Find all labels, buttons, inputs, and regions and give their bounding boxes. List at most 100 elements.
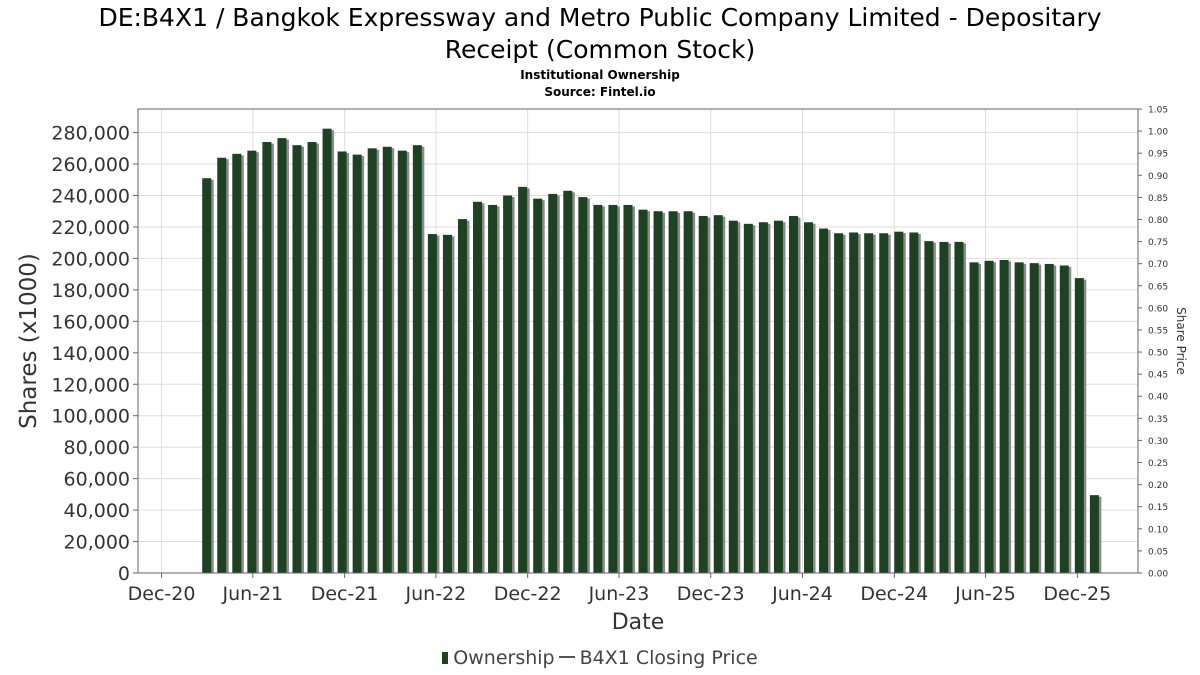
- bar: [1044, 263, 1054, 573]
- y2-tick-label: 0.95: [1148, 150, 1168, 160]
- y-tick-label: 100,000: [51, 406, 130, 428]
- y2-tick-label: 0.70: [1148, 260, 1168, 270]
- legend-price-label: B4X1 Closing Price: [579, 647, 758, 669]
- y-tick-label: 200,000: [51, 248, 130, 270]
- bar: [638, 209, 648, 573]
- x-tick-label: Dec-25: [1043, 583, 1111, 605]
- y-tick-label: 80,000: [64, 437, 130, 459]
- bar: [397, 150, 407, 574]
- chart-title: DE:B4X1 / Bangkok Expressway and Metro P…: [0, 2, 1200, 66]
- bar: [999, 259, 1009, 573]
- bar: [232, 153, 242, 573]
- y2-tick-label: 0.75: [1148, 238, 1168, 248]
- plot-frame: [137, 108, 1139, 574]
- bar: [623, 204, 633, 573]
- bar: [442, 234, 452, 573]
- bar: [1029, 263, 1039, 573]
- bar: [728, 220, 738, 574]
- y-tick-label: 140,000: [51, 343, 130, 365]
- y-tick-label: 260,000: [51, 154, 130, 176]
- bar: [683, 211, 693, 573]
- bar: [277, 138, 287, 573]
- chart-title-line1: DE:B4X1 / Bangkok Expressway and Metro P…: [98, 3, 1102, 32]
- bar: [834, 233, 844, 573]
- y-tick-label: 20,000: [64, 532, 130, 554]
- bar: [1074, 278, 1084, 573]
- bar: [548, 193, 558, 573]
- bar: [743, 223, 753, 573]
- bar: [1014, 262, 1024, 573]
- y2-tick-label: 0.10: [1148, 525, 1168, 535]
- bar: [1059, 265, 1069, 573]
- x-axis-title: Date: [612, 610, 665, 635]
- bar: [578, 197, 588, 573]
- chart-subtitle: Institutional Ownership: [520, 68, 680, 82]
- bar: [1089, 495, 1099, 573]
- bar: [909, 232, 919, 573]
- bar: [924, 241, 934, 573]
- bar: [954, 241, 964, 573]
- bar: [262, 142, 272, 573]
- y2-tick-label: 0.60: [1148, 304, 1168, 314]
- bar: [939, 241, 949, 573]
- y-tick-label: 60,000: [64, 469, 130, 491]
- legend-ownership-label: Ownership: [453, 647, 555, 669]
- y2-tick-label: 0.30: [1148, 437, 1168, 447]
- y2-tick-label: 1.05: [1148, 106, 1168, 116]
- x-tick-label: Jun-23: [588, 583, 650, 605]
- legend-price-swatch: [558, 656, 575, 658]
- x-tick-label: Dec-23: [677, 583, 745, 605]
- bar: [713, 215, 723, 573]
- bar: [488, 204, 498, 573]
- y-tick-label: 0: [118, 563, 130, 585]
- legend-ownership-swatch: [442, 652, 449, 664]
- bar: [984, 260, 994, 573]
- y-tick-label: 280,000: [51, 123, 130, 145]
- y-tick-label: 180,000: [51, 280, 130, 302]
- bar: [202, 178, 212, 573]
- bar: [864, 233, 874, 573]
- bar: [518, 186, 528, 574]
- bar: [382, 146, 392, 573]
- y2-tick-label: 1.00: [1148, 128, 1168, 138]
- x-tick-label: Dec-22: [494, 583, 562, 605]
- x-tick-label: Dec-20: [128, 583, 196, 605]
- y2-axis-title: Share Price: [1174, 307, 1188, 375]
- y-tick-label: 120,000: [51, 374, 130, 396]
- chart-source: Source: Fintel.io: [544, 85, 656, 99]
- y2-tick-label: 0.40: [1148, 393, 1168, 403]
- bar: [503, 195, 513, 573]
- bar: [698, 215, 708, 573]
- bar: [563, 190, 573, 573]
- y2-tick-label: 0.80: [1148, 216, 1168, 226]
- bar: [322, 128, 332, 573]
- bar: [352, 154, 362, 573]
- x-tick-label: Jun-21: [221, 583, 283, 605]
- bar: [337, 151, 347, 573]
- bar: [247, 150, 257, 574]
- bar: [788, 215, 798, 573]
- x-tick-label: Jun-24: [771, 583, 833, 605]
- bar: [608, 204, 618, 573]
- x-tick-label: Jun-22: [405, 583, 467, 605]
- bar: [292, 145, 302, 573]
- x-tick-label: Dec-21: [311, 583, 379, 605]
- bar: [367, 148, 377, 574]
- y2-tick-label: 0.05: [1148, 547, 1168, 557]
- bar: [894, 231, 904, 573]
- x-tick-label: Dec-24: [860, 583, 928, 605]
- y2-tick-label: 0.55: [1148, 326, 1168, 336]
- chart-title-line2: Receipt (Common Stock): [444, 35, 756, 64]
- bar: [427, 234, 437, 573]
- bar: [879, 233, 889, 573]
- y2-tick-label: 0.35: [1148, 415, 1168, 425]
- bar: [758, 222, 768, 574]
- bar: [473, 201, 483, 574]
- bar: [668, 211, 678, 573]
- y-axis-title: Shares (x1000): [16, 253, 42, 429]
- y2-tick-label: 0.45: [1148, 371, 1168, 381]
- y2-tick-label: 0.25: [1148, 459, 1168, 469]
- bar: [593, 204, 603, 573]
- bar: [773, 220, 783, 574]
